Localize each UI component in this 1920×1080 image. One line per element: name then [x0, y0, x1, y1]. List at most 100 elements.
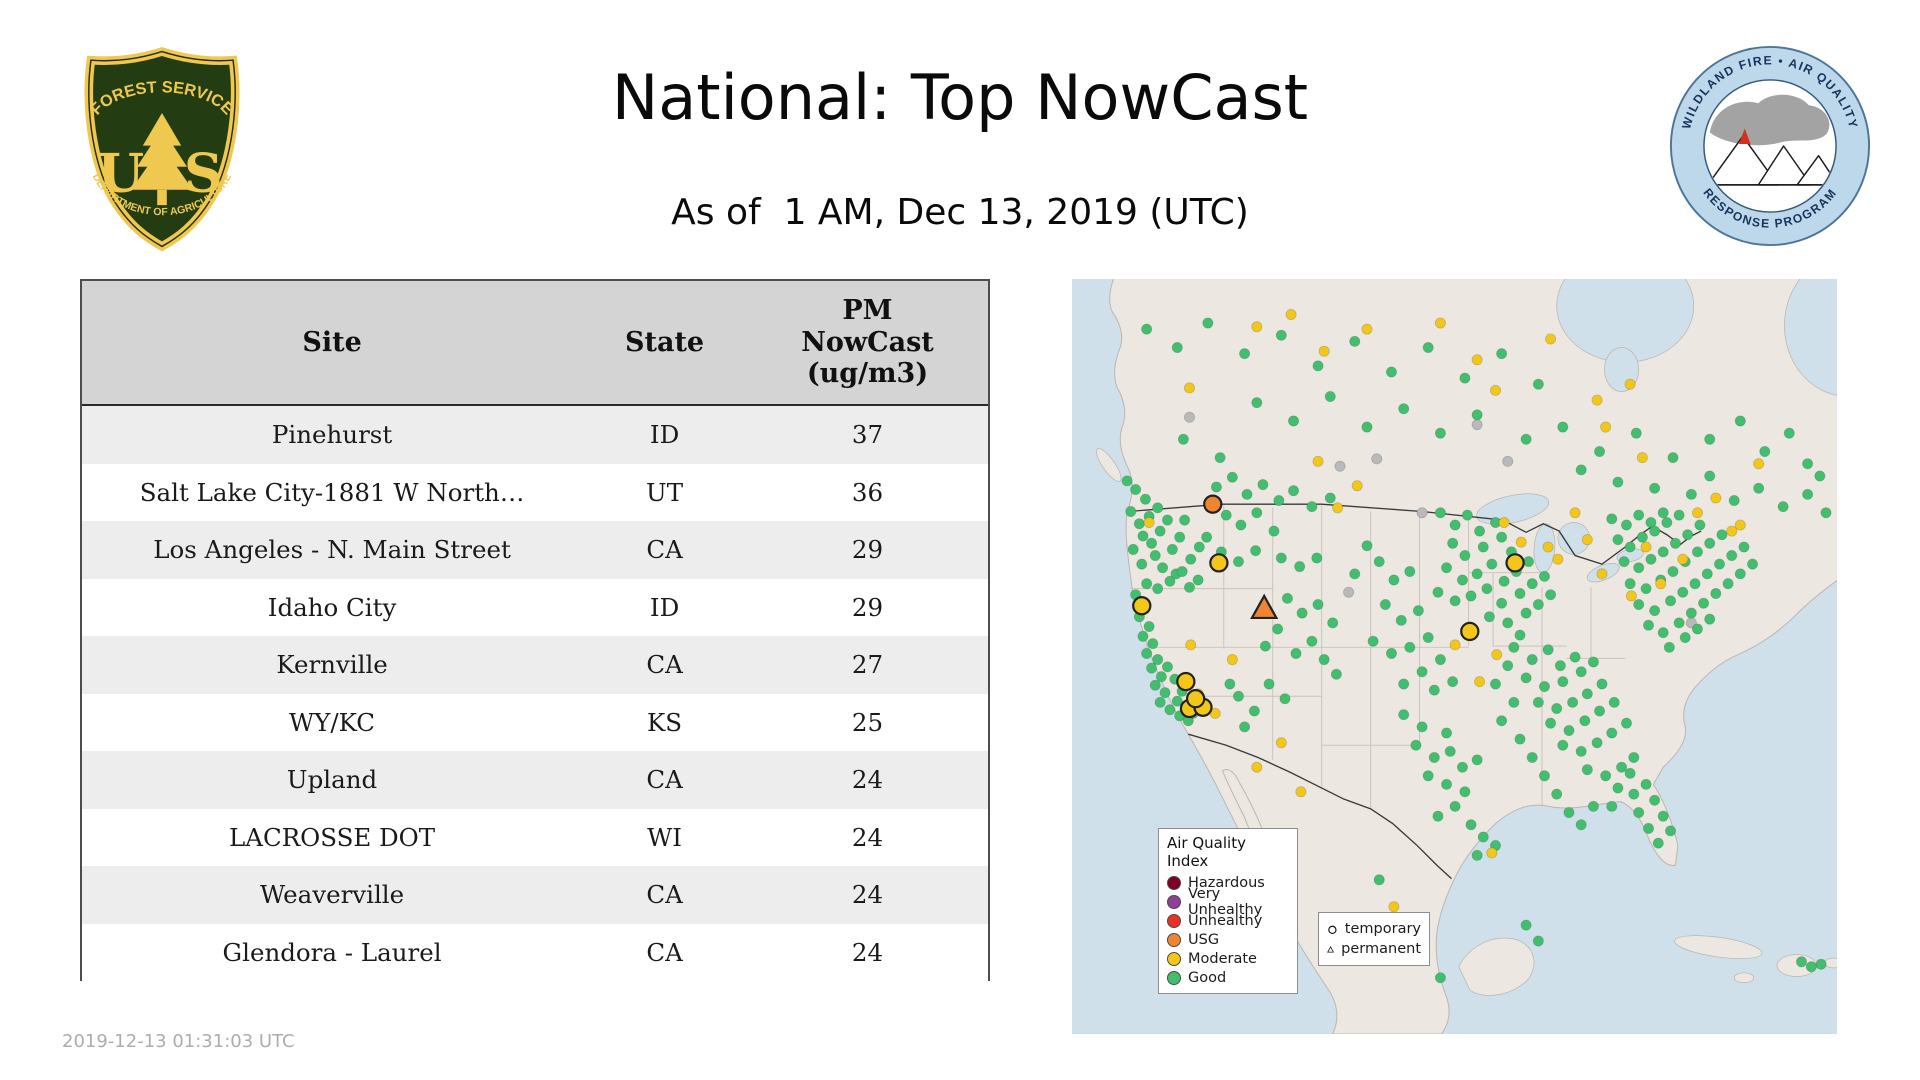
usg-triangle-marker — [1250, 593, 1279, 620]
cell-pm: 29 — [851, 535, 884, 565]
good-monitor-dot — [1734, 415, 1746, 427]
good-monitor-dot — [1159, 687, 1171, 699]
moderate-dot-icon — [1167, 951, 1181, 966]
good-monitor-dot — [1759, 446, 1771, 458]
cell-pm: 29 — [851, 592, 884, 622]
good-monitor-dot — [1581, 688, 1593, 700]
good-monitor-dot — [1174, 531, 1186, 543]
good-monitor-dot — [1404, 565, 1416, 577]
cell-pm: 36 — [851, 477, 884, 507]
good-monitor-dot — [1713, 558, 1726, 570]
good-monitor-dot — [1251, 397, 1263, 409]
good-monitor-dot — [1581, 764, 1593, 776]
good-monitor-dot — [1441, 778, 1453, 790]
good-monitor-dot — [1154, 696, 1166, 708]
good-monitor-dot — [1502, 660, 1514, 672]
moderate-monitor-dot — [1251, 761, 1263, 773]
good-monitor-dot — [1600, 770, 1612, 782]
good-monitor-dot — [1349, 335, 1361, 347]
moderate-monitor-dot — [1596, 568, 1608, 580]
moderate-monitor-dot — [1640, 541, 1652, 553]
good-monitor-dot — [1367, 635, 1379, 647]
northeast-sea — [1784, 279, 1837, 396]
good-monitor-dot — [1642, 619, 1655, 631]
good-monitor-dot — [1434, 507, 1446, 519]
legend-row-permanent: permanent — [1327, 939, 1421, 959]
table-row: Glendora - Laurel CA 24 — [82, 923, 988, 981]
good-monitor-dot — [1257, 479, 1269, 491]
good-monitor-dot — [1294, 561, 1306, 573]
permanent-marker-icon — [1327, 945, 1335, 953]
good-monitor-dot — [1432, 586, 1444, 598]
aqi-legend-label: Hazardous — [1188, 874, 1265, 891]
good-monitor-dot — [1428, 684, 1440, 696]
good-monitor-dot — [1312, 598, 1324, 611]
good-monitor-dot — [1202, 317, 1214, 329]
good-monitor-dot — [1616, 761, 1628, 773]
good-monitor-dot — [1649, 482, 1661, 494]
moderate-monitor-dot — [1691, 507, 1703, 519]
good-monitor-dot — [1526, 578, 1538, 590]
moderate-monitor-dot — [1295, 786, 1307, 798]
good-monitor-dot — [1224, 678, 1236, 690]
good-monitor-dot — [1263, 678, 1275, 690]
shield-outline — [88, 50, 236, 248]
good-monitor-dot — [1545, 717, 1557, 729]
good-monitor-dot — [1612, 534, 1624, 546]
moderate-monitor-dot — [1251, 321, 1263, 333]
good-monitor-dot — [1682, 529, 1694, 541]
good-monitor-dot — [1563, 807, 1575, 819]
moderate-monitor-dot — [1542, 541, 1554, 553]
aqi-legend-item: Moderate — [1167, 949, 1289, 968]
good-monitor-dot — [1563, 725, 1575, 737]
good-monitor-dot — [1608, 696, 1620, 708]
aqi-legend-item: Very Unhealthy — [1167, 886, 1289, 918]
us-national-borders — [1128, 503, 1702, 880]
good-monitor-dot — [1379, 598, 1391, 611]
good-monitor-dot — [1248, 705, 1260, 717]
good-monitor-dot — [1161, 661, 1173, 673]
good-monitor-dot — [1137, 530, 1149, 542]
good-monitor-dot — [1669, 537, 1681, 549]
moderate-monitor-dot — [1591, 394, 1603, 406]
good-monitor-dot — [1689, 578, 1701, 590]
table-row: Upland CA 24 — [82, 751, 988, 809]
good-monitor-dot — [1575, 819, 1587, 831]
good-monitor-dot — [1694, 519, 1706, 531]
forest-service-logo: FOREST SERVICE U S DEPARTMENT OF AGRICUL… — [84, 47, 240, 252]
good-monitor-dot — [1214, 452, 1226, 464]
good-monitor-dot — [1166, 543, 1178, 555]
good-monitor-dot — [1587, 656, 1599, 668]
good-monitor-dot — [1141, 323, 1153, 335]
good-monitor-dot — [1624, 767, 1636, 779]
good-monitor-dot — [1388, 574, 1400, 586]
cell-site: WY/KC — [289, 707, 376, 737]
good-monitor-dot — [1520, 672, 1532, 684]
table-row: WY/KC KS 25 — [82, 693, 988, 751]
good-monitor-dot — [1716, 529, 1728, 541]
good-monitor-dot — [1624, 578, 1636, 590]
moderate-monitor-dot — [1624, 378, 1636, 390]
good-monitor-dot — [1514, 629, 1526, 641]
legend-label-permanent: permanent — [1341, 941, 1421, 957]
moderate-monitor-dot — [1498, 517, 1510, 529]
good-monitor-dot — [1665, 595, 1677, 607]
monitor-dots — [1121, 308, 1832, 984]
cell-state: CA — [646, 535, 683, 565]
good-monitor-dot — [1459, 786, 1471, 798]
good-monitor-dot — [1489, 678, 1502, 690]
unhealthy-dot-icon — [1167, 913, 1181, 928]
good-monitor-dot — [1146, 537, 1158, 549]
good-monitor-dot — [1633, 598, 1645, 611]
good-monitor-dot — [1567, 696, 1579, 708]
moderate-monitor-dot — [1332, 502, 1344, 514]
good-monitor-dot — [1312, 360, 1324, 372]
good-monitor-dot — [1575, 745, 1587, 757]
good-monitor-dot — [1502, 617, 1514, 629]
good-monitor-dot — [1679, 632, 1691, 644]
inactive-monitor-dot — [1334, 460, 1346, 472]
good-monitor-dot — [1471, 409, 1483, 421]
good-monitor-dot — [1281, 592, 1293, 604]
good-monitor-dot — [1139, 493, 1151, 505]
good-monitor-dot — [1456, 761, 1468, 773]
